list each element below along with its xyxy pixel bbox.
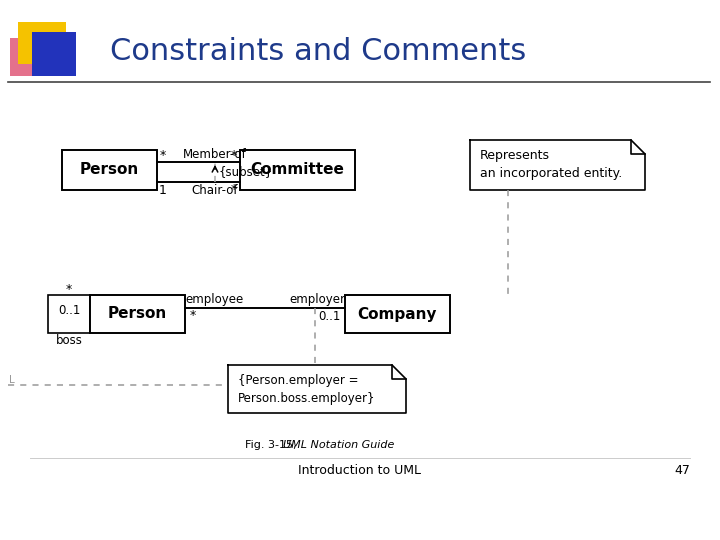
Bar bbox=[48, 295, 90, 333]
Text: Chair-of: Chair-of bbox=[192, 184, 238, 197]
Text: Member-of: Member-of bbox=[183, 147, 247, 160]
Text: an incorporated entity.: an incorporated entity. bbox=[480, 167, 622, 180]
Bar bbox=[18, 22, 66, 64]
Text: Person: Person bbox=[80, 163, 139, 178]
Text: Committee: Committee bbox=[251, 163, 344, 178]
Bar bbox=[10, 38, 58, 76]
Text: {subset}: {subset} bbox=[219, 165, 274, 179]
Text: Person.boss.employer}: Person.boss.employer} bbox=[238, 392, 376, 405]
Text: Fig. 3-15,: Fig. 3-15, bbox=[245, 440, 300, 450]
Text: Constraints and Comments: Constraints and Comments bbox=[110, 37, 526, 66]
Text: {Person.employer =: {Person.employer = bbox=[238, 374, 359, 387]
Text: *: * bbox=[231, 148, 237, 161]
Text: *: * bbox=[66, 284, 72, 296]
Text: 0..1: 0..1 bbox=[318, 309, 340, 322]
Text: Person: Person bbox=[108, 307, 167, 321]
Text: 1: 1 bbox=[159, 184, 167, 197]
Bar bbox=[240, 150, 355, 190]
Text: *: * bbox=[231, 184, 237, 197]
Text: boss: boss bbox=[55, 334, 82, 348]
Bar bbox=[32, 32, 76, 76]
Text: *: * bbox=[160, 148, 166, 161]
Text: Introduction to UML: Introduction to UML bbox=[299, 463, 421, 476]
Bar bbox=[90, 295, 185, 333]
Polygon shape bbox=[228, 365, 406, 413]
Bar bbox=[62, 150, 157, 190]
Bar bbox=[345, 295, 450, 333]
Text: UML Notation Guide: UML Notation Guide bbox=[283, 440, 395, 450]
Polygon shape bbox=[470, 140, 645, 190]
Text: 0..1: 0..1 bbox=[58, 303, 80, 316]
Text: *: * bbox=[190, 309, 196, 322]
Text: employee: employee bbox=[186, 294, 244, 307]
Text: 47: 47 bbox=[674, 463, 690, 476]
Text: Represents: Represents bbox=[480, 150, 550, 163]
Text: L: L bbox=[9, 375, 14, 385]
Text: Company: Company bbox=[358, 307, 437, 321]
Text: employer: employer bbox=[289, 294, 345, 307]
